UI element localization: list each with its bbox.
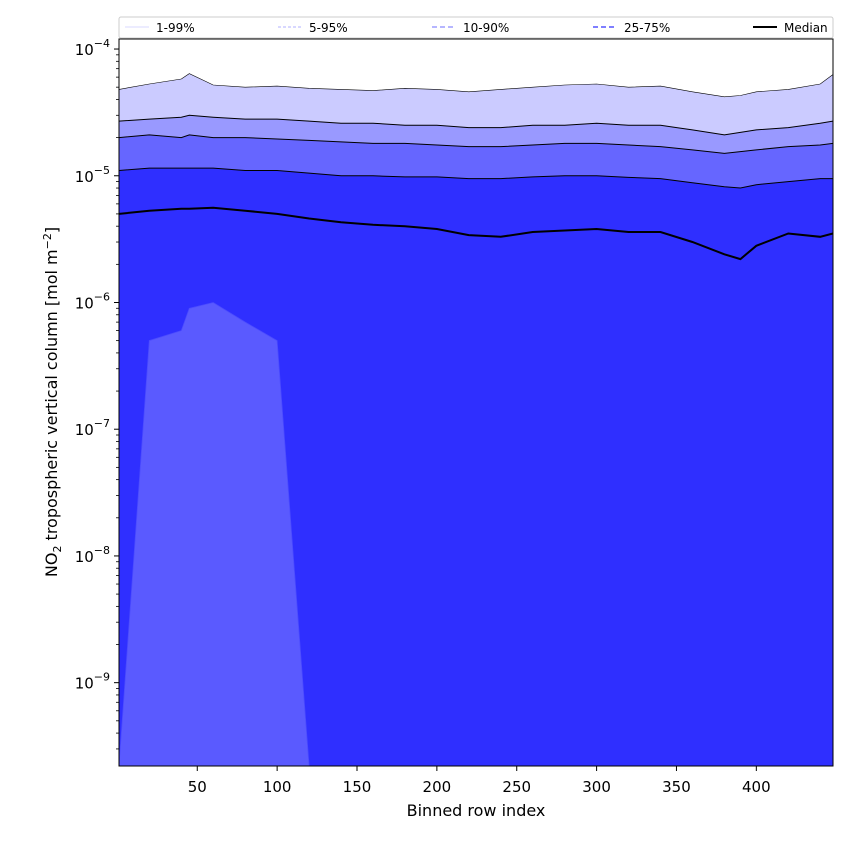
plot-frame	[118, 38, 834, 767]
y-axis-label-main: NO	[42, 553, 61, 578]
x-tick-label: 350	[662, 778, 691, 796]
y-axis-label: NO2 tropospheric vertical column [mol m−…	[41, 227, 64, 577]
legend-label: 5-95%	[309, 21, 348, 35]
y-tick-label: 10−6	[75, 290, 110, 312]
band-25-75-upper-line	[119, 167, 833, 189]
bands-layer	[119, 73, 833, 766]
x-tick-label: 250	[502, 778, 531, 796]
y-tick-label: 10−5	[75, 164, 110, 186]
legend-label: 25-75%	[624, 21, 670, 35]
legend-label: 10-90%	[463, 21, 509, 35]
y-axis-label-superscript: −2	[41, 233, 54, 249]
band-5-95-upper-line	[119, 114, 833, 136]
x-axis-label: Binned row index	[407, 801, 546, 820]
y-axis-label-rest: tropospheric vertical column [mol m	[42, 249, 61, 545]
x-tick-label: 150	[343, 778, 372, 796]
y-tick-label: 10−8	[75, 544, 110, 566]
x-tick-label: 50	[188, 778, 207, 796]
y-tick-label: 10−4	[75, 37, 110, 59]
y-axis-label-subscript: 2	[51, 546, 64, 553]
legend: 1-99% 5-95% 10-90% 25-75% Median	[118, 16, 834, 39]
band-25-75-area	[119, 168, 833, 766]
legend-box	[118, 16, 834, 39]
y-tick-label: 10−7	[75, 417, 110, 439]
x-tick-label: 100	[263, 778, 292, 796]
y-axis-label-end: ]	[42, 227, 61, 233]
x-tick-label: 300	[582, 778, 611, 796]
x-tick-label: 200	[423, 778, 452, 796]
band-25-75-lower-tail	[119, 302, 310, 766]
band-1-99-upper-line	[119, 73, 833, 98]
median-line	[119, 206, 833, 261]
legend-label: Median	[784, 21, 828, 35]
band-10-90-upper-line	[119, 134, 833, 154]
legend-label: 1-99%	[156, 21, 195, 35]
x-tick-label: 400	[742, 778, 771, 796]
y-tick-label: 10−9	[75, 671, 110, 693]
axes-layer: 50 100 150 200 250 300 350 400 10−9 10−8 10−7 10−6 1…	[75, 37, 771, 796]
